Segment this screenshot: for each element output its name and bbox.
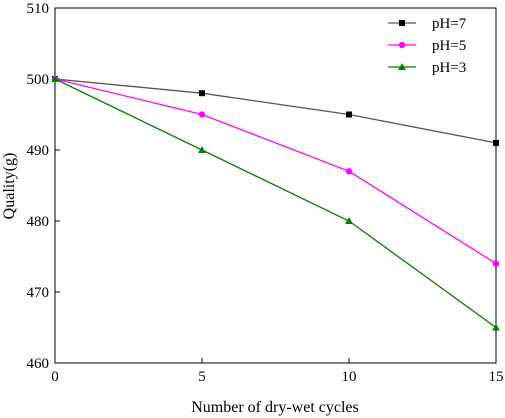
- series-layer: [51, 75, 500, 331]
- legend-swatch-marker: [399, 20, 405, 26]
- y-tick-label: 480: [27, 214, 50, 230]
- x-axis-label: Number of dry-wet cycles: [191, 399, 359, 416]
- x-tick-label: 5: [198, 369, 206, 385]
- legend-item-ph-7: pH=7: [388, 16, 467, 32]
- data-point-ph-3: [198, 146, 206, 153]
- y-tick-label: 500: [27, 72, 50, 88]
- data-point-ph-3: [51, 75, 59, 82]
- y-tick-label: 510: [27, 1, 50, 17]
- y-tick-label: 460: [27, 356, 50, 372]
- legend-swatch-marker: [398, 63, 406, 70]
- legend-item-ph-5: pH=5: [388, 38, 466, 54]
- legend-label: pH=3: [432, 60, 466, 76]
- legend-label: pH=5: [432, 38, 466, 54]
- legend: pH=7 pH=5 pH=3: [388, 16, 467, 76]
- series-ph-3: [51, 75, 500, 331]
- series-line-ph-7: [54, 78, 497, 144]
- x-axis-ticks: 0 5 10 15: [51, 358, 504, 385]
- x-tick-label: 15: [489, 369, 504, 385]
- data-point-ph-7: [199, 90, 205, 97]
- data-point-ph-3: [345, 217, 353, 224]
- x-tick-label: 10: [342, 369, 357, 385]
- y-axis-label: Quality(g): [1, 153, 18, 220]
- plot-area-frame: [54, 7, 497, 364]
- legend-swatch-marker: [398, 41, 406, 49]
- series-line-ph-3: [54, 78, 497, 329]
- y-axis-ticks: 460 470 480 490 500 510: [27, 1, 60, 372]
- series-line-ph-5: [54, 78, 497, 265]
- series-ph-7: [52, 76, 499, 146]
- data-point-ph-5: [345, 168, 353, 175]
- data-point-ph-3: [492, 323, 500, 331]
- data-point-ph-5: [198, 111, 206, 118]
- data-point-ph-7: [346, 111, 352, 118]
- data-point-ph-7: [493, 139, 499, 146]
- y-tick-label: 490: [27, 143, 50, 159]
- x-tick-label: 0: [51, 369, 59, 385]
- legend-item-ph-3: pH=3: [388, 60, 466, 76]
- legend-label: pH=7: [432, 16, 467, 32]
- series-ph-5: [51, 75, 500, 267]
- data-point-ph-5: [492, 260, 500, 267]
- y-tick-label: 470: [27, 285, 50, 301]
